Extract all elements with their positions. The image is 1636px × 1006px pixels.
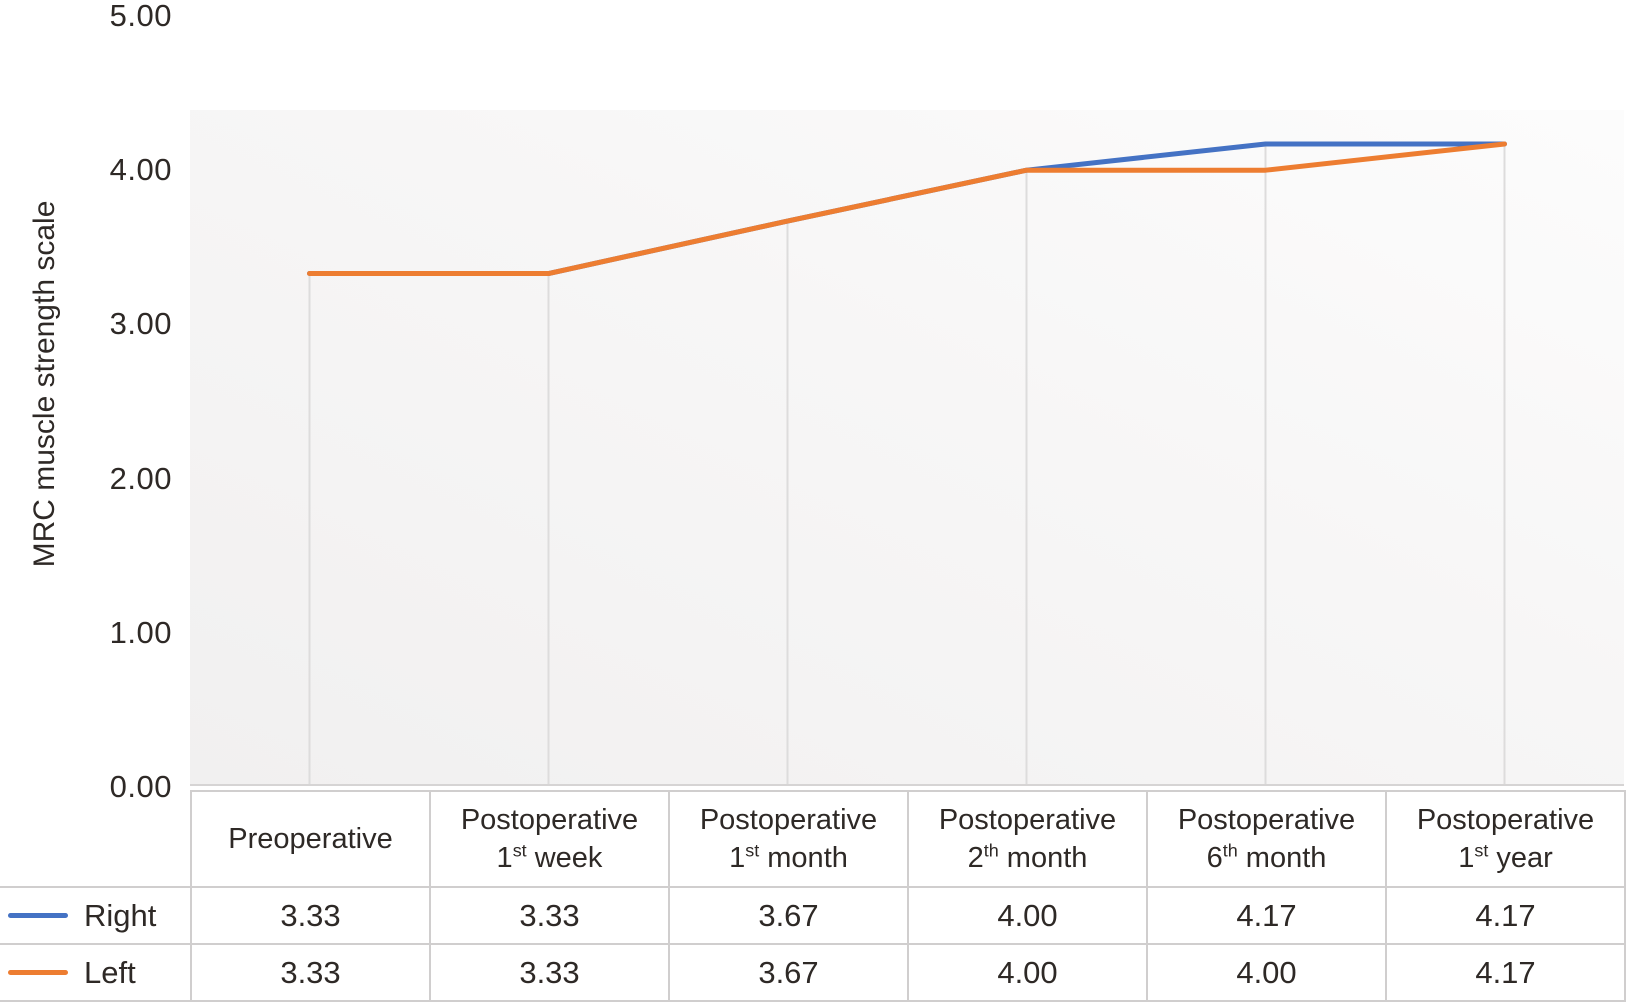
x-category-label: Postoperative 1st week <box>431 792 668 886</box>
table-value-left-cat5: 4.00 <box>1236 954 1297 990</box>
legend-entry-left: Left <box>0 945 188 1000</box>
category-label-line2: 1st month <box>729 840 848 874</box>
table-value-right-cat5: 4.17 <box>1236 897 1297 933</box>
y-tick-label-5.00: 5.00 <box>109 0 172 33</box>
legend-line-icon-right <box>8 913 68 918</box>
table-border-vertical <box>907 790 909 1002</box>
table-value-right-cat3: 3.67 <box>758 897 819 933</box>
table-border-vertical <box>668 790 670 1002</box>
category-label-line2: 1st year <box>1458 840 1553 874</box>
plot-background <box>190 110 1624 785</box>
legend-label: Left <box>84 954 136 990</box>
category-label-line1: Postoperative <box>1416 804 1595 836</box>
x-category-label: Postoperative 1st month <box>670 792 907 886</box>
legend-entry-right: Right <box>0 888 188 943</box>
table-value-right-cat1: 3.33 <box>280 897 341 933</box>
category-label-line2: 1st week <box>496 840 603 874</box>
table-value-left-cat1: 3.33 <box>280 954 341 990</box>
x-category-label: Postoperative 6th month <box>1148 792 1385 886</box>
table-border-bottom <box>0 1000 1626 1002</box>
table-value-right-cat4: 4.00 <box>997 897 1058 933</box>
table-border-vertical <box>1385 790 1387 1002</box>
series-line-left <box>307 141 1507 277</box>
y-tick-label-2.00: 2.00 <box>109 460 172 496</box>
y-tick-label-4.00: 4.00 <box>109 152 172 188</box>
table-value-right-cat2: 3.33 <box>519 897 580 933</box>
table-value-left-cat2: 3.33 <box>519 954 580 990</box>
legend-label: Right <box>84 897 157 933</box>
table-value-left-cat3: 3.67 <box>758 954 819 990</box>
category-label-line2: 2th month <box>967 840 1088 874</box>
y-tick-label-1.00: 1.00 <box>109 614 172 650</box>
x-category-label: Preoperative <box>192 792 429 886</box>
x-category-label: Postoperative 1st year <box>1387 792 1624 886</box>
table-value-left-cat6: 4.17 <box>1475 954 1536 990</box>
y-tick-label-3.00: 3.00 <box>109 306 172 342</box>
table-border-vertical <box>429 790 431 1002</box>
category-label-line1: Postoperative <box>938 804 1117 836</box>
x-category-label: Postoperative 2th month <box>909 792 1146 886</box>
y-tick-label-0.00: 0.00 <box>109 769 172 804</box>
table-border-row2-top <box>0 943 1626 945</box>
table-border-vertical <box>1146 790 1148 1002</box>
category-label-line1: Preoperative <box>228 823 393 855</box>
legend-line-icon-left <box>8 970 68 975</box>
category-label-line1: Postoperative <box>460 804 639 836</box>
category-label-line1: Postoperative <box>699 804 878 836</box>
table-value-right-cat6: 4.17 <box>1475 897 1536 933</box>
table-value-left-cat4: 4.00 <box>997 954 1058 990</box>
category-label-line2: 6th month <box>1206 840 1327 874</box>
table-border-vertical <box>190 790 192 1002</box>
table-border-vertical <box>1624 790 1626 1002</box>
category-label-line1: Postoperative <box>1177 804 1356 836</box>
table-border-row1-top <box>0 886 1626 888</box>
